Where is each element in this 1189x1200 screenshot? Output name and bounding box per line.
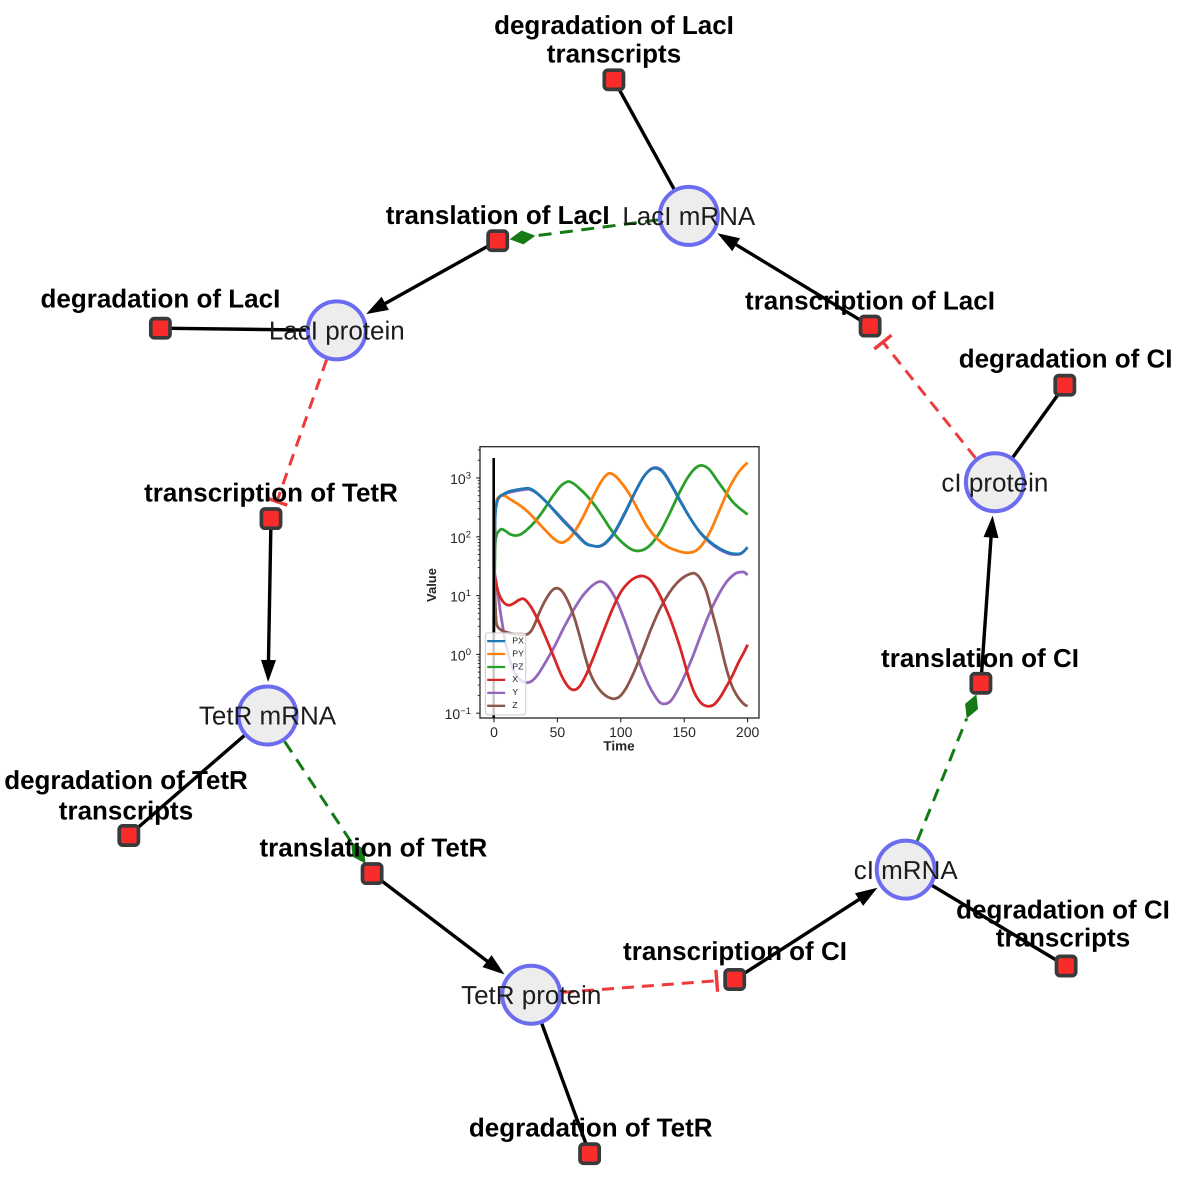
svg-text:PY: PY bbox=[512, 648, 524, 658]
svg-text:cI protein: cI protein bbox=[941, 467, 1048, 497]
svg-text:Z: Z bbox=[512, 700, 518, 710]
svg-text:degradation of LacI: degradation of LacI bbox=[40, 284, 280, 314]
svg-text:150: 150 bbox=[673, 724, 697, 740]
svg-text:LacI mRNA: LacI mRNA bbox=[622, 201, 756, 231]
svg-text:0: 0 bbox=[490, 724, 498, 740]
svg-text:transcription of LacI: transcription of LacI bbox=[745, 286, 995, 316]
svg-text:Time: Time bbox=[603, 739, 635, 754]
svg-text:Y: Y bbox=[512, 687, 518, 697]
svg-text:degradation of LacI: degradation of LacI bbox=[494, 10, 734, 40]
svg-text:PX: PX bbox=[512, 635, 524, 645]
svg-text:degradation of TetR: degradation of TetR bbox=[469, 1113, 713, 1143]
svg-text:degradation of TetR: degradation of TetR bbox=[4, 765, 248, 795]
svg-text:translation of TetR: translation of TetR bbox=[260, 832, 488, 862]
svg-text:50: 50 bbox=[550, 724, 566, 740]
svg-text:X: X bbox=[512, 674, 518, 684]
svg-text:transcripts: transcripts bbox=[59, 795, 193, 825]
svg-text:cI mRNA: cI mRNA bbox=[854, 855, 959, 885]
svg-text:transcription of CI: transcription of CI bbox=[623, 936, 847, 966]
svg-text:TetR protein: TetR protein bbox=[461, 980, 601, 1010]
svg-text:PZ: PZ bbox=[512, 661, 524, 671]
svg-text:LacI protein: LacI protein bbox=[269, 316, 405, 346]
svg-text:100: 100 bbox=[609, 724, 633, 740]
svg-text:200: 200 bbox=[736, 724, 760, 740]
svg-text:transcripts: transcripts bbox=[996, 922, 1130, 952]
svg-text:degradation of CI: degradation of CI bbox=[956, 894, 1170, 924]
svg-text:translation of CI: translation of CI bbox=[881, 643, 1079, 673]
svg-text:degradation of CI: degradation of CI bbox=[959, 344, 1173, 374]
svg-text:transcription of TetR: transcription of TetR bbox=[144, 478, 398, 508]
svg-text:TetR mRNA: TetR mRNA bbox=[199, 701, 337, 731]
svg-text:translation of LacI: translation of LacI bbox=[386, 200, 610, 230]
svg-text:Value: Value bbox=[424, 568, 439, 602]
svg-text:transcripts: transcripts bbox=[547, 38, 681, 68]
